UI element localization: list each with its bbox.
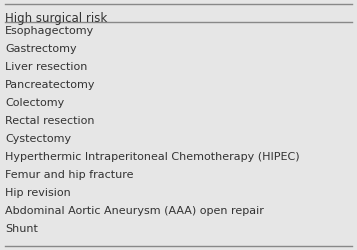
Text: Cystectomy: Cystectomy: [5, 134, 71, 144]
Text: Hip revision: Hip revision: [5, 188, 71, 198]
Text: Abdominal Aortic Aneurysm (AAA) open repair: Abdominal Aortic Aneurysm (AAA) open rep…: [5, 206, 264, 216]
Text: Shunt: Shunt: [5, 224, 38, 234]
Text: Liver resection: Liver resection: [5, 62, 87, 72]
Text: Rectal resection: Rectal resection: [5, 116, 95, 126]
Text: Hyperthermic Intraperitoneal Chemotherapy (HIPEC): Hyperthermic Intraperitoneal Chemotherap…: [5, 152, 300, 162]
Text: Femur and hip fracture: Femur and hip fracture: [5, 170, 134, 180]
Text: Gastrectomy: Gastrectomy: [5, 44, 77, 54]
Text: High surgical risk: High surgical risk: [5, 12, 107, 25]
Text: Colectomy: Colectomy: [5, 98, 64, 108]
Text: Esophagectomy: Esophagectomy: [5, 26, 94, 36]
Text: Pancreatectomy: Pancreatectomy: [5, 80, 96, 90]
